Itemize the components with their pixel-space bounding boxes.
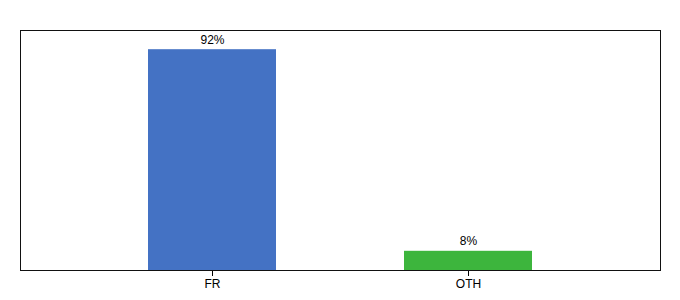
svg-text:OTH: OTH <box>456 277 481 291</box>
svg-text:8%: 8% <box>460 234 478 248</box>
svg-text:FR: FR <box>205 277 221 291</box>
svg-text:92%: 92% <box>200 33 224 47</box>
